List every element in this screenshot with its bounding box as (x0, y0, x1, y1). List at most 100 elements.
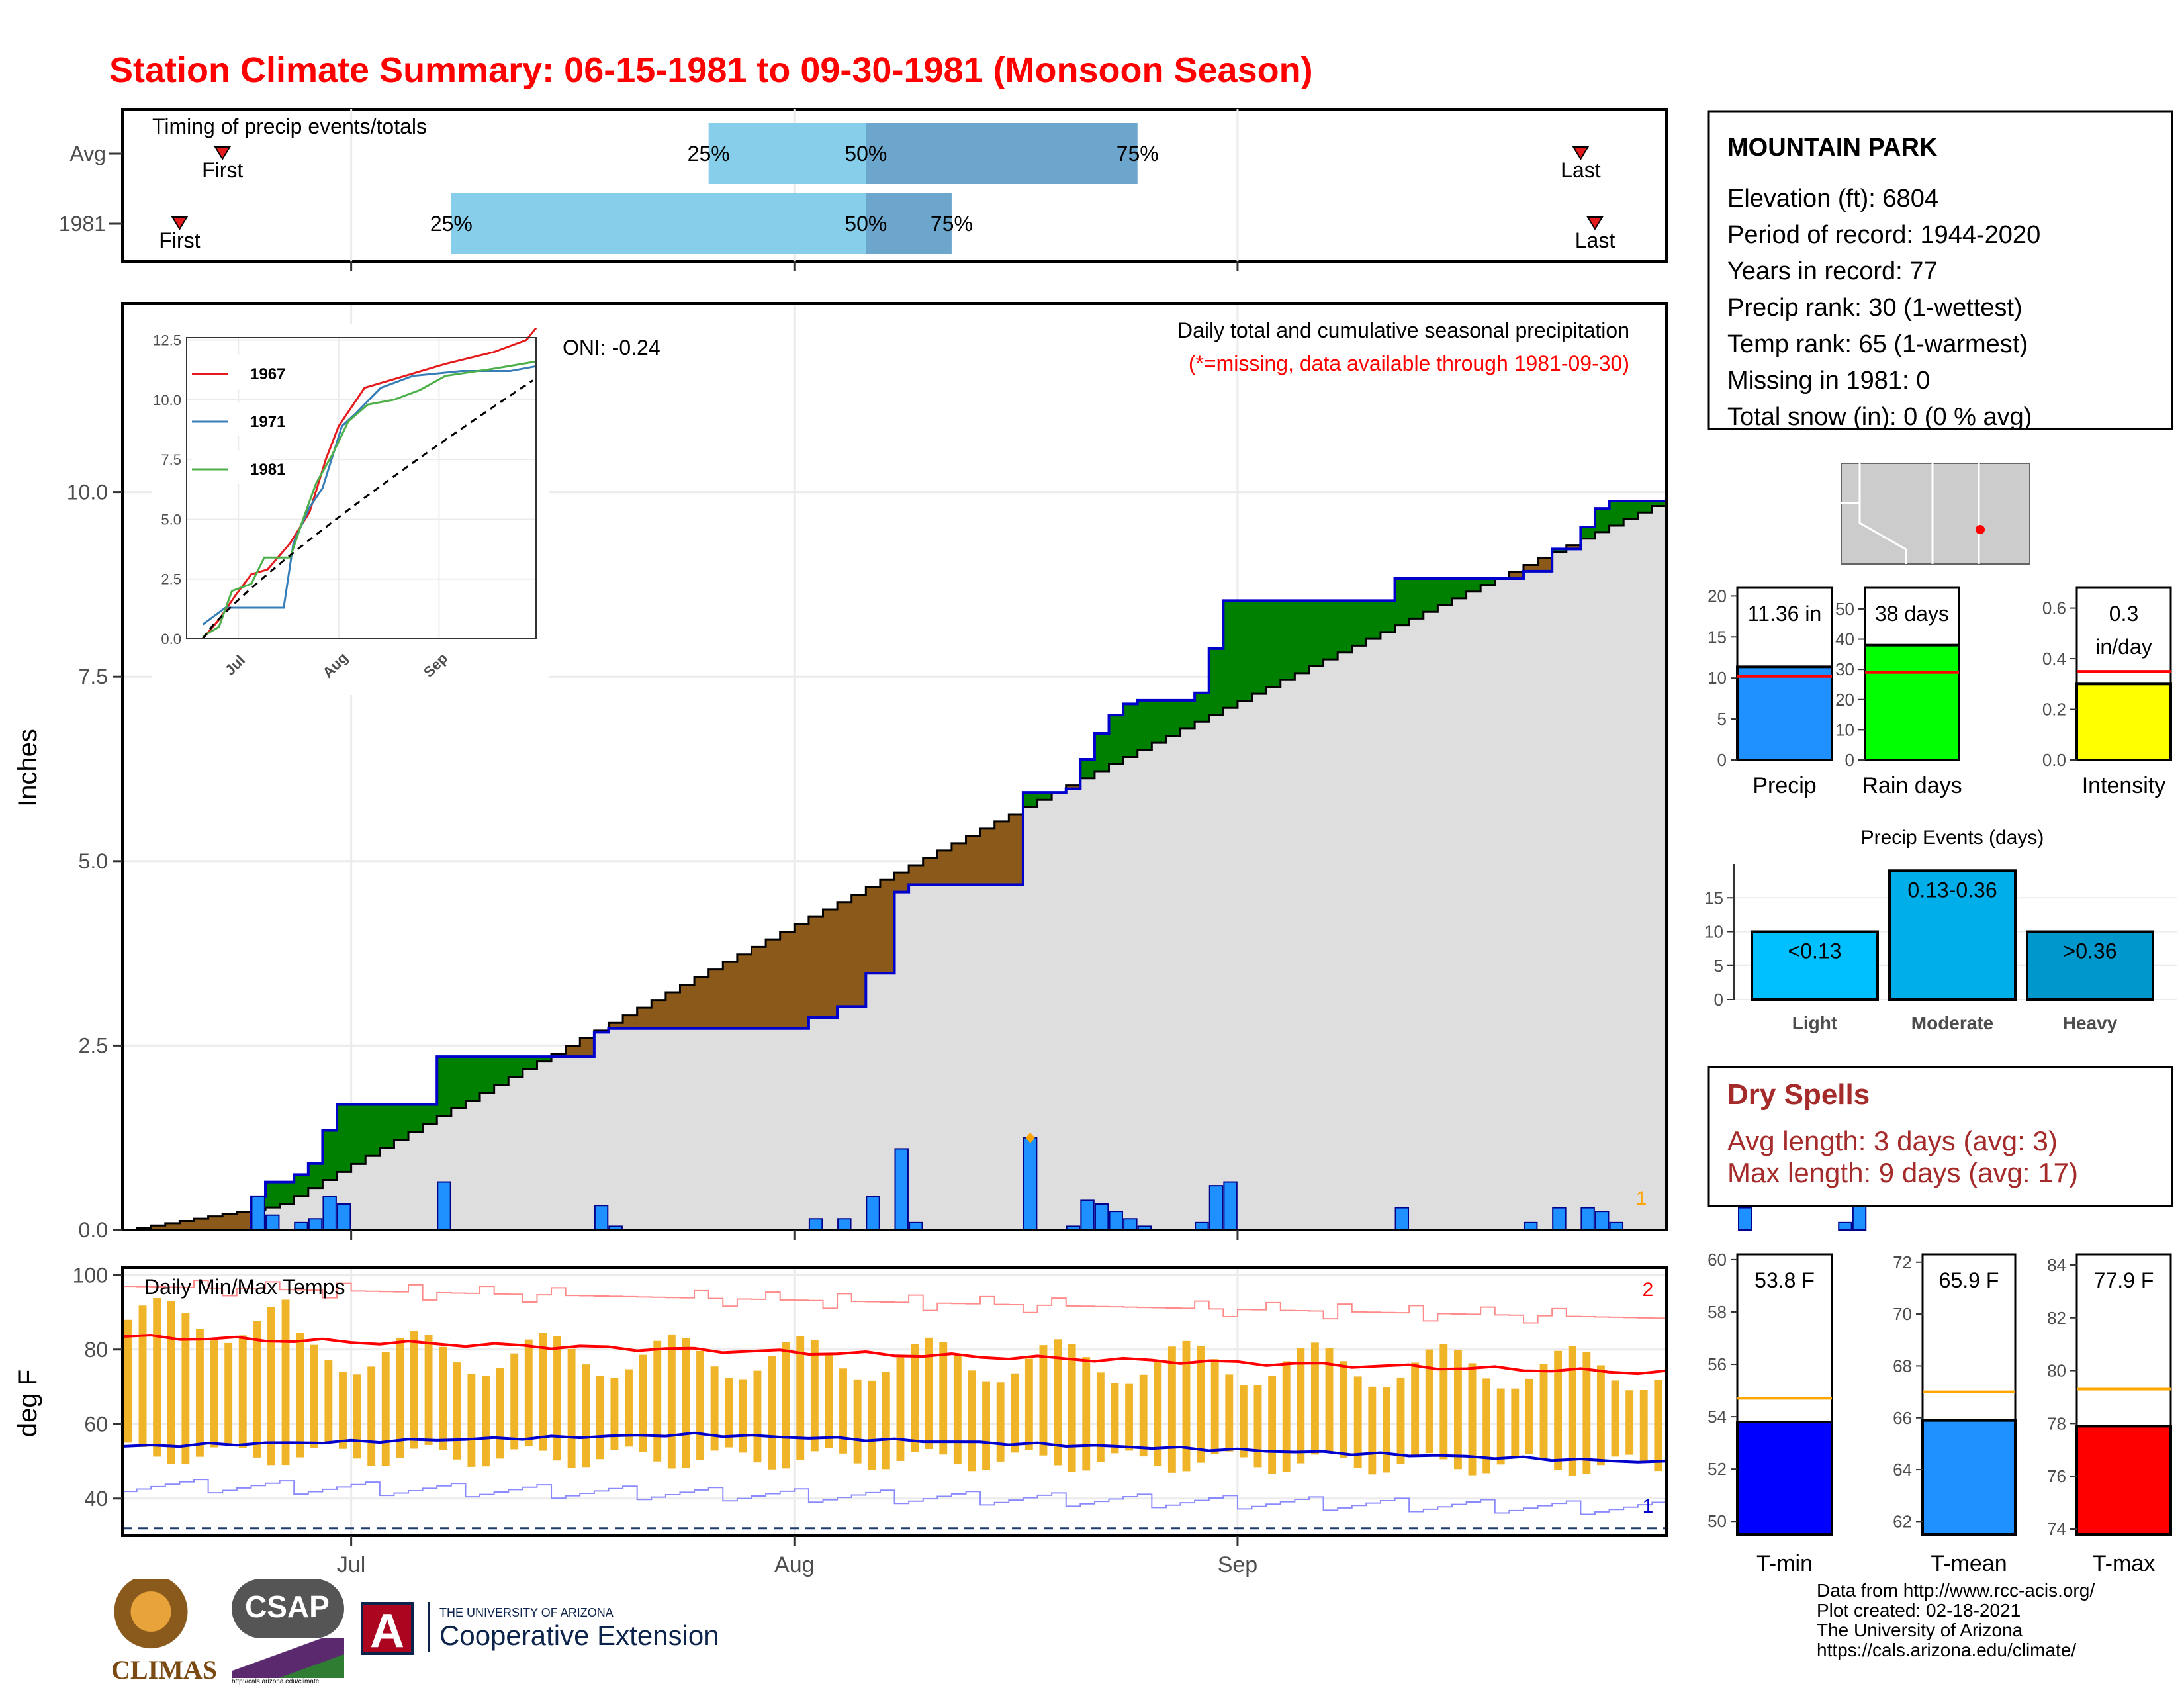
below-avg-area (151, 1225, 166, 1230)
ytick-label: 62 (1893, 1511, 1912, 1531)
daily-temp-bar (181, 1313, 190, 1465)
dry-spells-box (1707, 1066, 2173, 1207)
daily-temp-bar (167, 1301, 175, 1465)
below-avg-area (737, 954, 752, 1029)
above-avg-area (1366, 600, 1381, 639)
daily-temp-bar (1611, 1380, 1619, 1457)
below-avg-area (1509, 571, 1524, 579)
daily-temp-bar (439, 1346, 447, 1450)
daily-temp-bar (467, 1374, 476, 1467)
footer-line: The University of Arizona (1817, 1620, 2023, 1640)
above-avg-area (1451, 578, 1467, 598)
daily-temp-bar (138, 1305, 147, 1447)
daily-temp-bar (1496, 1388, 1505, 1465)
legend-key (192, 355, 271, 389)
daily-precip-bar (1394, 1207, 1410, 1231)
tmean-value-label: 65.9 F (1939, 1268, 1999, 1292)
ytick-label: 60 (84, 1412, 108, 1436)
daily-temp-bar (582, 1364, 590, 1468)
footer: Data from http://www.rcc-acis.org/ Plot … (1817, 1581, 2095, 1660)
daily-temp-bar (1482, 1378, 1491, 1474)
above-avg-area (522, 1056, 537, 1070)
ytick-label: 40 (84, 1487, 108, 1511)
corner-number: 1 (1636, 1188, 1647, 1209)
daily-precip-bar (1552, 1207, 1567, 1231)
daily-temp-bar (653, 1340, 662, 1462)
daily-temp-bar (1154, 1360, 1162, 1466)
legend-label: 1971 (250, 413, 285, 431)
daily-precip-bar (1080, 1199, 1095, 1231)
daily-temp-bar (1582, 1351, 1591, 1474)
above-avg-area (351, 1104, 366, 1164)
event-xlabel: Heavy (2063, 1013, 2118, 1033)
pct25-label: 25% (430, 212, 473, 236)
daily-temp-bar (667, 1334, 676, 1469)
climas-logo: CLIMAS (111, 1579, 217, 1685)
daily-temp-bar (453, 1362, 461, 1460)
daily-temp-bar (296, 1333, 304, 1458)
above-avg-area (1652, 500, 1667, 506)
below-avg-area (794, 924, 809, 1029)
xtick-label: Aug (774, 1552, 815, 1577)
above-avg-area (1466, 578, 1481, 592)
above-avg-area (379, 1104, 394, 1149)
daily-temp-bar (968, 1370, 976, 1472)
marker-triangle (171, 216, 189, 230)
daily-temp-bar (353, 1374, 361, 1459)
daily-temp-bar (739, 1379, 747, 1453)
daily-temp-bar (1625, 1390, 1634, 1455)
above-avg-area (537, 1056, 552, 1062)
intensity-xlabel: Intensity (2082, 773, 2166, 798)
ytick-label: 0 (1845, 750, 1854, 770)
above-avg-area (337, 1104, 352, 1172)
station-box (1707, 110, 2173, 430)
below-avg-area (179, 1221, 195, 1230)
daily-temp-bar (839, 1368, 847, 1454)
below-avg-area (1566, 545, 1581, 549)
daily-temp-bar (625, 1369, 633, 1447)
daily-temp-bar (1011, 1373, 1019, 1453)
below-avg-area (608, 1023, 623, 1029)
daily-temp-bar (1639, 1389, 1648, 1462)
station-info-line: Missing in 1981: 0 (1727, 367, 1930, 395)
above-avg-area (1280, 600, 1295, 680)
tmean-bar (1921, 1419, 2017, 1536)
daily-precip-bar (894, 1148, 909, 1231)
below-avg-area (851, 894, 866, 1007)
pct75-label: 75% (931, 212, 973, 236)
precip-bar (1736, 665, 1833, 761)
above-avg-area (1180, 700, 1195, 729)
inset-ytick: 12.5 (153, 332, 181, 349)
daily-temp-bar (596, 1376, 604, 1460)
below-avg-area (694, 977, 709, 1029)
legend-label: 1967 (250, 365, 285, 383)
daily-temp-bar (1068, 1344, 1076, 1472)
ytick-label: 20 (1707, 586, 1727, 606)
daily-temp-bar (1382, 1387, 1390, 1473)
timing-row-label: 1981 (59, 212, 106, 236)
daily-temp-bar (1139, 1374, 1148, 1457)
daily-temp-bar (953, 1355, 962, 1465)
inset-series-1971 (202, 365, 537, 626)
above-avg-area (1195, 692, 1210, 722)
below-avg-area (580, 1038, 595, 1057)
daily-temp-bar (1411, 1362, 1420, 1456)
daily-temp-bar (210, 1340, 218, 1448)
csap-logo: CSAP http://cals.arizona.edu/climate (232, 1579, 351, 1685)
daily-precip-bar (1738, 1207, 1752, 1231)
above-avg-area (408, 1104, 424, 1133)
ytick-label: 70 (1893, 1304, 1912, 1324)
daily-temp-bar (682, 1338, 690, 1468)
daily-temp-bar (1024, 1358, 1033, 1450)
above-avg-area (1480, 578, 1496, 585)
ytick-label: 10.0 (67, 481, 108, 504)
ytick-label: 68 (1893, 1356, 1912, 1376)
below-avg-area (208, 1216, 223, 1230)
below-avg-area (680, 984, 695, 1029)
above-avg-area (1338, 600, 1353, 653)
below-avg-area (565, 1046, 580, 1057)
daily-precip-bar (594, 1205, 609, 1231)
timing-bar-50-75 (866, 123, 1138, 184)
inset-series-1981 (202, 360, 537, 637)
csap-url: http://cals.arizona.edu/climate (232, 1678, 320, 1685)
